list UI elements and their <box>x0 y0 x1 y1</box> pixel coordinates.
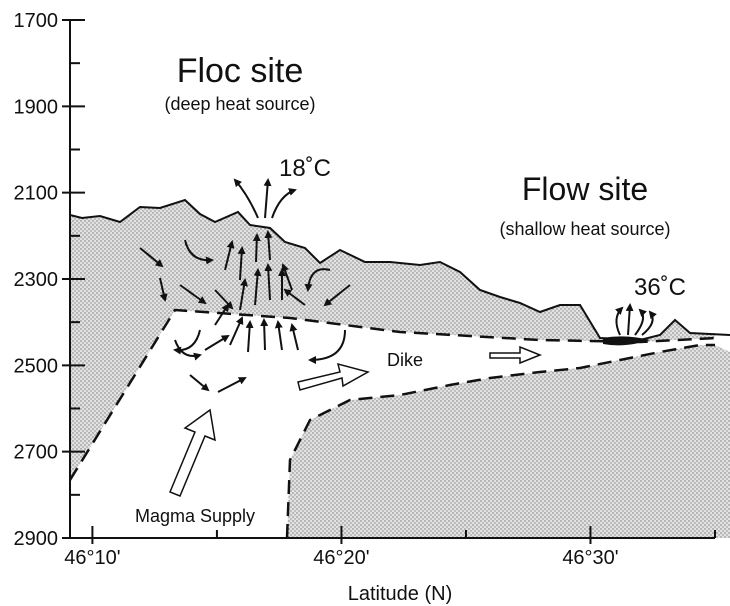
x-tick-label: 46°30' <box>562 547 618 569</box>
y-tick-label: 2900 <box>14 528 59 550</box>
x-tick-label: 46°20' <box>313 547 369 569</box>
temperature: 36˚C <box>634 274 686 301</box>
site-label: Floc site <box>177 52 304 90</box>
site-subtitle: (shallow heat source) <box>499 219 670 239</box>
y-tick-label: 1700 <box>14 10 59 32</box>
y-tick-label: 1900 <box>14 96 59 118</box>
dike-label: Dike <box>387 350 423 370</box>
x-axis-label: Latitude (N) <box>348 583 453 605</box>
y-tick-label: 2100 <box>14 183 59 205</box>
hollow-arrows <box>169 345 543 497</box>
y-tick-label: 2700 <box>14 442 59 464</box>
flow-arrows <box>139 178 657 393</box>
x-tick-label: 46°10' <box>64 547 120 569</box>
magma-label: Magma Supply <box>135 506 255 526</box>
temperature: 18˚C <box>279 155 331 182</box>
site-label: Flow site <box>522 171 648 207</box>
lower-crust <box>287 345 730 538</box>
site-subtitle: (deep heat source) <box>164 94 315 114</box>
upper-crust <box>70 200 715 480</box>
y-tick-label: 2300 <box>14 269 59 291</box>
vent-deposit <box>603 336 650 346</box>
seafloor <box>69 198 730 342</box>
y-tick-label: 2500 <box>14 355 59 377</box>
dike-boundary <box>285 343 715 539</box>
